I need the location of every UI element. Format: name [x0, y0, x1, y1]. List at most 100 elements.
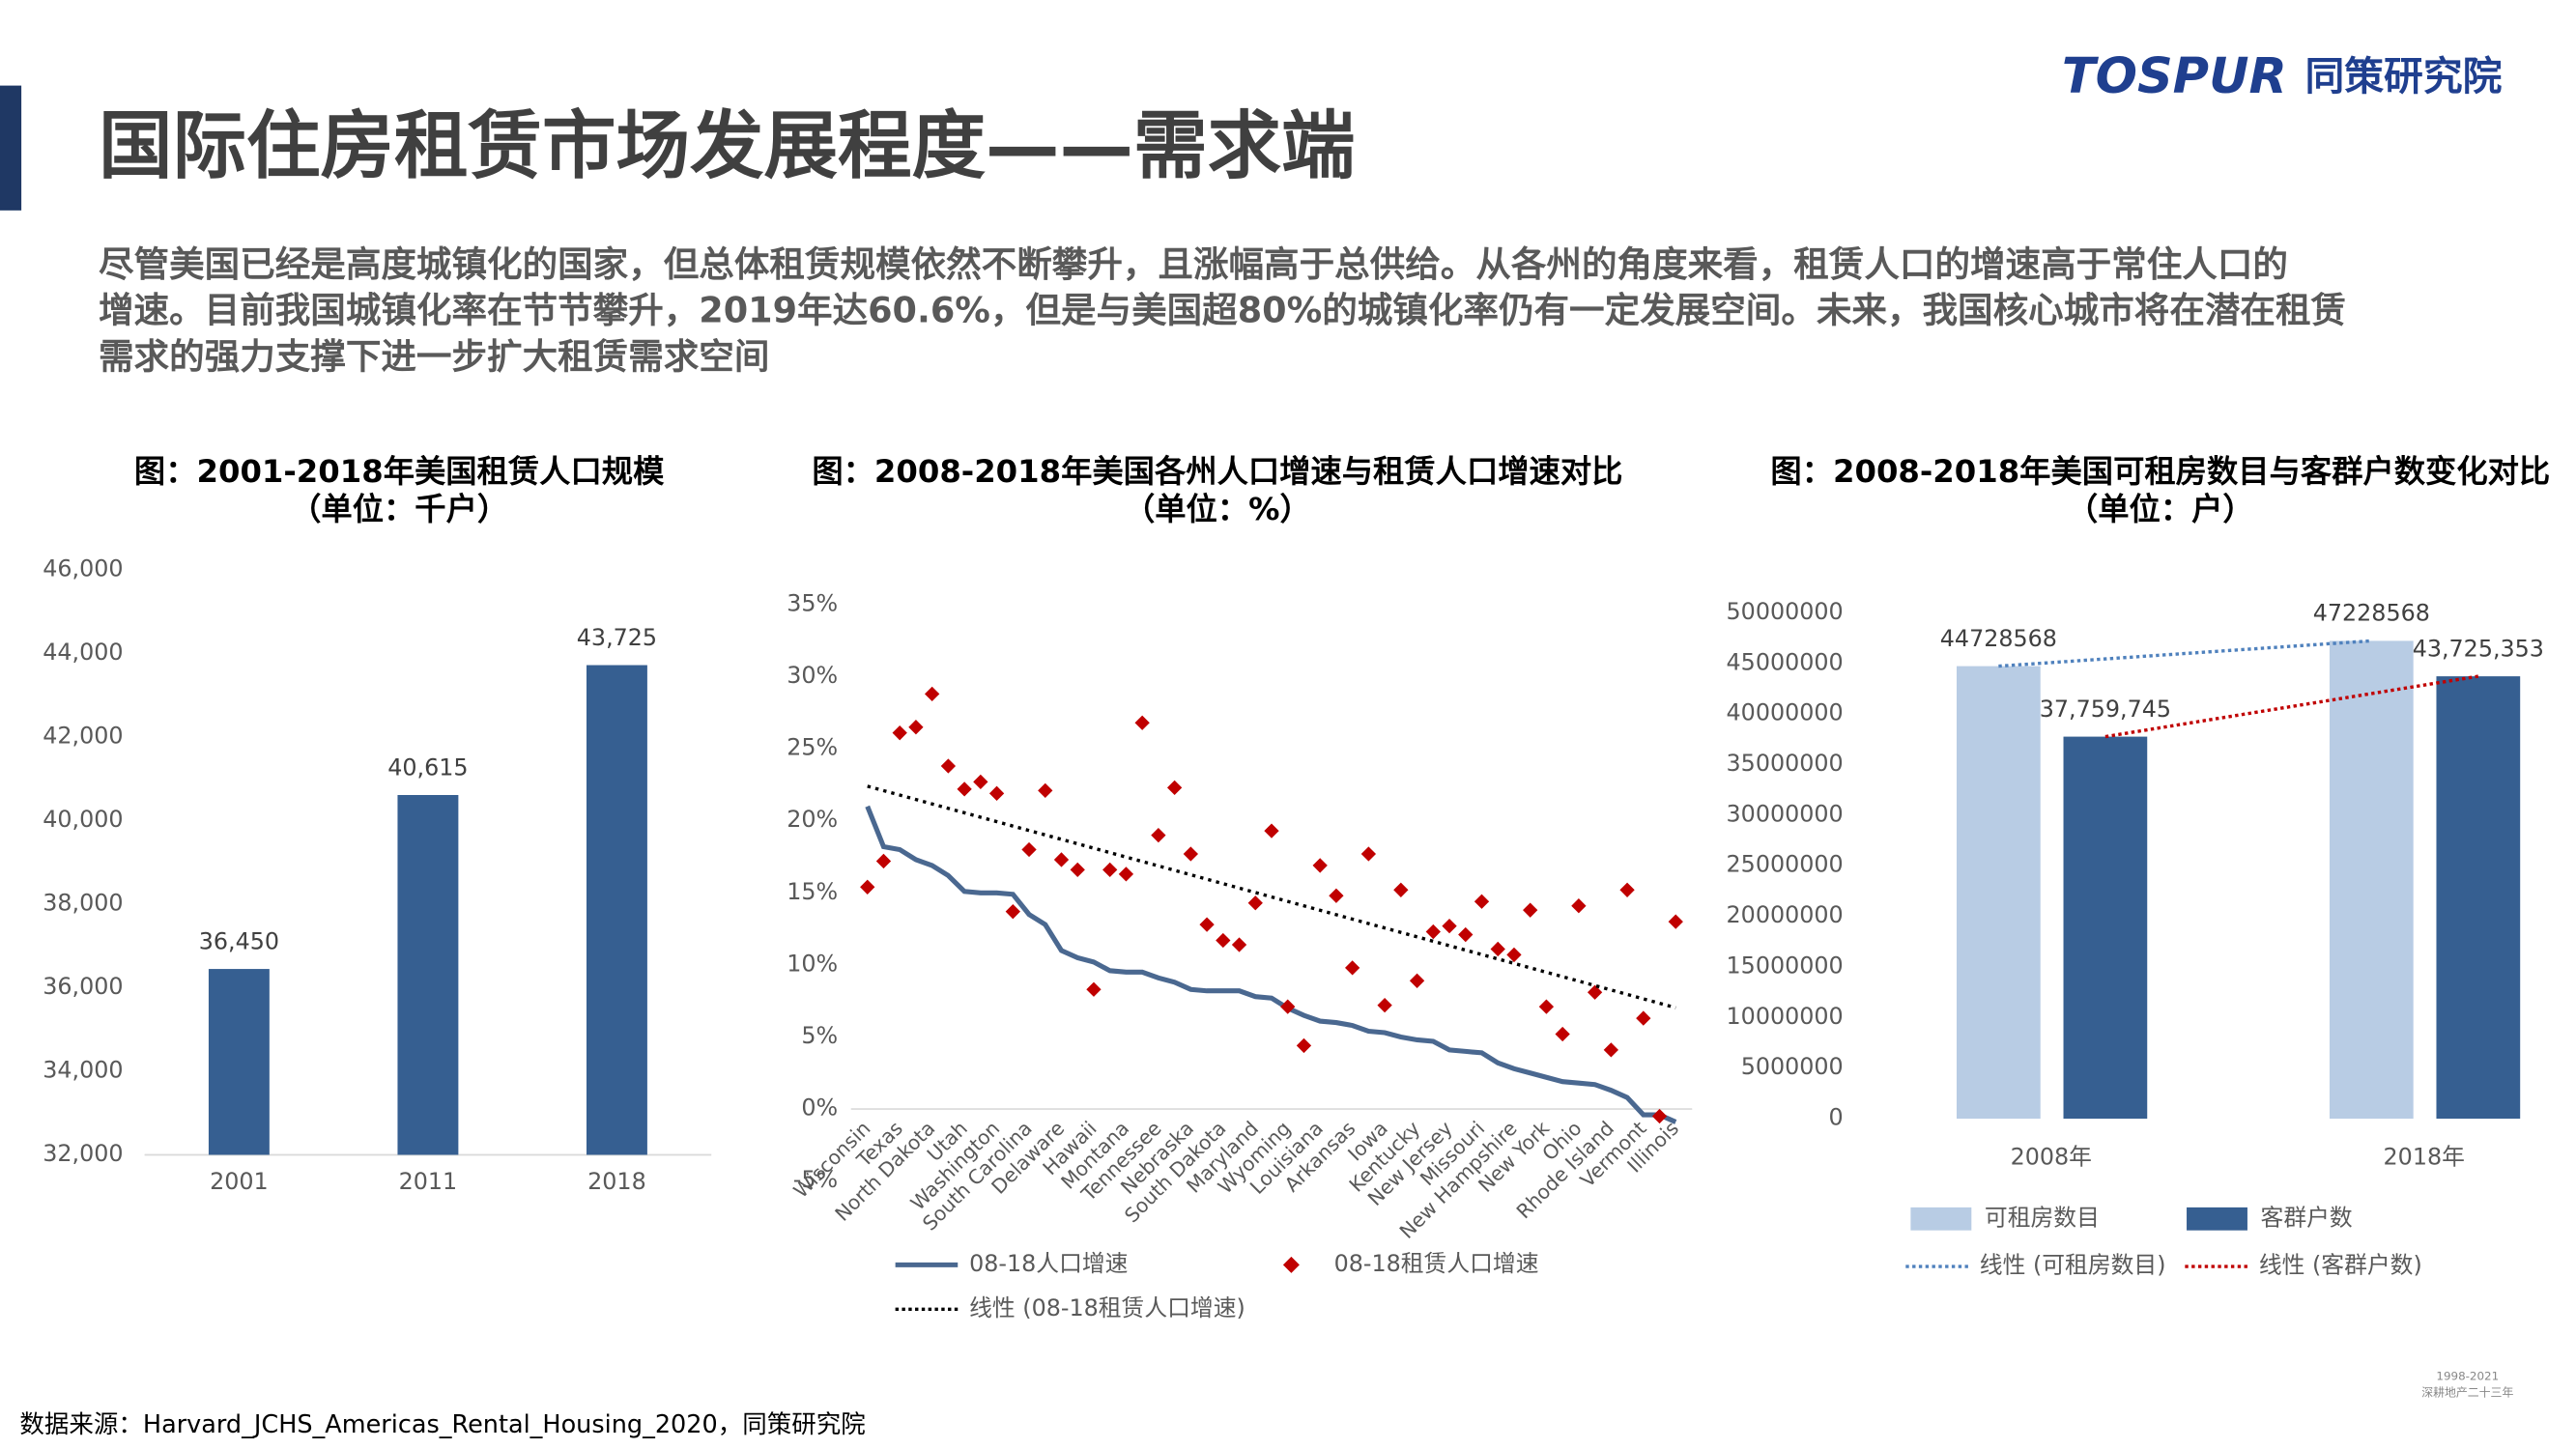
- trend-line: [867, 784, 1676, 1009]
- scatter-point: [1377, 997, 1392, 1013]
- page-title: 国际住房租赁市场发展程度——需求端: [99, 104, 1356, 190]
- y-tick-label: 40000000: [1727, 699, 1844, 726]
- bar: [2063, 736, 2148, 1120]
- scatter-point: [908, 720, 924, 735]
- value-label: 47228568: [2313, 600, 2430, 627]
- scatter-point: [1425, 923, 1441, 940]
- y-tick-label: 32,000: [43, 1140, 123, 1167]
- bar: [208, 969, 270, 1155]
- y-tick-label: 35%: [787, 589, 838, 616]
- chart-title: 图：2008-2018年美国可租房数目与客群户数变化对比: [1770, 453, 2550, 490]
- bar: [397, 794, 459, 1155]
- scatter-point: [1619, 882, 1635, 897]
- scatter-point: [1587, 984, 1603, 1000]
- scatter-point: [1474, 894, 1490, 909]
- scatter-point: [1151, 827, 1166, 843]
- logo-name: 同策研究院: [2304, 53, 2502, 99]
- y-tick-label: 20000000: [1727, 901, 1844, 928]
- logo-brand: TOSPUR: [2062, 48, 2287, 105]
- chart-title: 图：2008-2018年美国各州人口增速与租赁人口增速对比: [812, 453, 1622, 490]
- scatter-point: [1070, 862, 1085, 878]
- scatter-point: [1216, 932, 1231, 949]
- y-tick-label: 15%: [787, 878, 838, 905]
- scatter-point: [1506, 947, 1522, 963]
- scatter-point: [1183, 846, 1198, 862]
- badge-text: 深耕地产二十三年: [2421, 1386, 2513, 1400]
- chart-subtitle: （单位：千户）: [290, 491, 508, 527]
- scatter-point: [1571, 898, 1587, 914]
- scatter-point: [1360, 846, 1377, 862]
- legend-label: 客群户数: [2261, 1204, 2353, 1231]
- y-tick-label: 25%: [787, 734, 838, 761]
- y-tick-label: 10000000: [1727, 1003, 1844, 1030]
- scatter-point: [1344, 960, 1360, 976]
- scatter-point: [1086, 981, 1102, 997]
- legend-label: 线性 (可租房数目): [1980, 1252, 2166, 1279]
- legend-swatch: [1910, 1207, 1972, 1231]
- y-tick-label: -5%: [793, 1166, 838, 1193]
- scatter-point: [973, 774, 988, 790]
- y-tick-label: 0: [1829, 1104, 1844, 1131]
- scatter-point: [1603, 1042, 1618, 1058]
- scatter-point: [1166, 780, 1183, 796]
- scatter-point: [1458, 926, 1474, 943]
- y-tick-label: 38,000: [43, 890, 123, 917]
- legend-label: 线性 (08-18租赁人口增速): [969, 1294, 1245, 1321]
- value-label: 43,725,353: [2413, 635, 2544, 662]
- legend-label: 线性 (客群户数): [2259, 1252, 2422, 1279]
- y-tick-label: 15000000: [1727, 952, 1844, 979]
- trend-line: [1998, 639, 2372, 668]
- y-tick-label: 36,000: [43, 973, 123, 1000]
- scatter-point: [1409, 973, 1425, 988]
- scatter-point: [1523, 902, 1538, 918]
- scatter-point: [1296, 1037, 1312, 1054]
- scatter-point: [1231, 937, 1247, 952]
- scatter-point: [1264, 823, 1279, 838]
- y-tick-label: 40,000: [43, 806, 123, 833]
- y-tick-label: 34,000: [43, 1056, 123, 1083]
- y-tick-label: 42,000: [43, 723, 123, 750]
- y-tick-label: 45000000: [1727, 648, 1844, 675]
- line-series: [865, 805, 1677, 1124]
- y-tick-label: 46,000: [43, 555, 123, 582]
- intro-line: 增速。目前我国城镇化率在节节攀升，2019年达60.6%，但是与美国超80%的城…: [99, 290, 2346, 331]
- y-tick-label: 35000000: [1727, 750, 1844, 777]
- scatter-point: [875, 853, 892, 869]
- scatter-point: [1280, 999, 1296, 1014]
- y-tick-label: 0%: [801, 1094, 838, 1122]
- legend-label: 可租房数目: [1985, 1204, 2100, 1231]
- scatter-point: [1247, 895, 1263, 911]
- scatter-point: [892, 725, 907, 741]
- y-tick-label: 50000000: [1727, 598, 1844, 625]
- scatter-point: [940, 758, 957, 774]
- legend-swatch: [2187, 1207, 2247, 1231]
- bar: [1957, 666, 2041, 1120]
- y-tick-label: 44,000: [43, 639, 123, 666]
- y-tick-label: 10%: [787, 950, 838, 977]
- scatter-point: [1118, 867, 1134, 882]
- scatter-point: [1134, 715, 1150, 730]
- scatter-point: [1668, 914, 1683, 929]
- y-tick-label: 30000000: [1727, 800, 1844, 827]
- title-accent: [0, 85, 22, 211]
- scatter-point: [1538, 999, 1555, 1014]
- scatter-point: [1005, 904, 1020, 920]
- scatter-point: [1329, 888, 1344, 903]
- x-tick-label: 2018: [587, 1168, 646, 1195]
- y-tick-label: 5%: [801, 1022, 838, 1049]
- legend-label: 08-18人口增速: [969, 1250, 1128, 1277]
- scatter-point: [1490, 941, 1505, 957]
- value-label: 40,615: [387, 753, 468, 781]
- scatter-point: [1442, 918, 1457, 934]
- value-label: 36,450: [199, 927, 279, 954]
- chart-subtitle: （单位：%）: [1124, 491, 1311, 527]
- legend-label: 08-18租赁人口增速: [1334, 1250, 1539, 1277]
- scatter-point: [1555, 1026, 1570, 1042]
- chart-subtitle: （单位：户）: [2067, 491, 2254, 527]
- value-label: 43,725: [577, 624, 657, 651]
- badge-years: 1998-2021: [2436, 1370, 2499, 1383]
- bar: [586, 665, 647, 1155]
- scatter-point: [1102, 862, 1118, 878]
